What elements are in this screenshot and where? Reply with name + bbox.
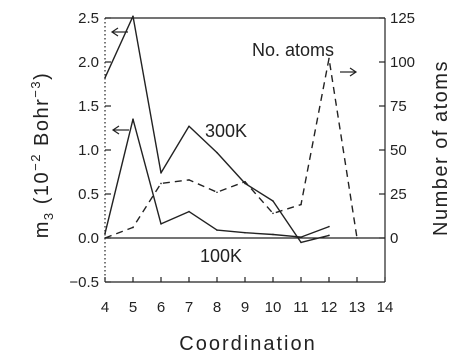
data-point-100k bbox=[160, 223, 162, 225]
data-point-100k bbox=[272, 233, 274, 236]
data-point-no-atoms bbox=[216, 191, 218, 194]
x-tick-label: 9 bbox=[241, 299, 249, 316]
annotation-300k: 300K bbox=[205, 121, 247, 141]
y-left-tick-label: 1.0 bbox=[78, 142, 99, 159]
y-right-tick-label: 125 bbox=[390, 10, 415, 27]
data-point-300k bbox=[188, 125, 190, 128]
x-tick-label: 8 bbox=[213, 299, 221, 316]
data-point-no-atoms bbox=[188, 179, 190, 181]
data-point-300k bbox=[132, 15, 134, 18]
x-tick-label: 14 bbox=[377, 299, 394, 316]
data-point-300k bbox=[272, 200, 274, 202]
data-point-no-atoms bbox=[328, 57, 330, 60]
right-axis-arrow-icon bbox=[340, 67, 358, 77]
data-point-300k bbox=[328, 234, 330, 237]
y-left-tick-label: 0.0 bbox=[78, 230, 99, 247]
y-right-tick-label: 75 bbox=[390, 98, 407, 115]
data-point-no-atoms bbox=[244, 180, 246, 183]
y-right-tick-label: 50 bbox=[390, 142, 407, 159]
x-tick-label: 6 bbox=[157, 299, 165, 316]
x-tick-label: 5 bbox=[129, 299, 137, 316]
data-point-100k bbox=[188, 210, 190, 213]
data-point-no-atoms bbox=[104, 237, 106, 239]
series-line-no-atoms bbox=[104, 57, 358, 239]
y-right-tick-label: 0 bbox=[390, 230, 398, 247]
left-axis-arrow-icon bbox=[111, 125, 129, 135]
x-tick-label: 11 bbox=[293, 299, 309, 316]
x-tick-label: 10 bbox=[265, 299, 282, 316]
data-point-no-atoms bbox=[160, 182, 162, 185]
y-left-tick-label: −0.5 bbox=[69, 274, 99, 291]
annotation-100k: 100K bbox=[200, 246, 242, 266]
data-point-300k bbox=[104, 77, 106, 79]
data-point-100k bbox=[244, 231, 246, 234]
y-axis-title-right: Number of atoms bbox=[430, 60, 452, 236]
x-tick-label: 7 bbox=[185, 299, 193, 316]
data-point-100k bbox=[328, 225, 330, 228]
y-left-tick-label: 1.5 bbox=[78, 98, 99, 115]
x-tick-label: 13 bbox=[349, 299, 366, 316]
y-axis-title-left: m3 (10−2 Bohr−3) bbox=[28, 72, 56, 239]
data-point-no-atoms bbox=[300, 203, 302, 206]
x-axis-title: Coordination bbox=[179, 333, 316, 355]
data-point-100k bbox=[216, 229, 218, 231]
data-point-300k bbox=[216, 151, 218, 154]
y-left-tick-label: 2.5 bbox=[78, 10, 99, 27]
data-point-100k bbox=[132, 118, 134, 120]
x-tick-label: 12 bbox=[321, 299, 338, 316]
data-point-100k bbox=[300, 236, 302, 238]
x-tick-label: 4 bbox=[101, 299, 109, 316]
data-point-no-atoms bbox=[272, 212, 274, 215]
annotation-no-atoms: No. atoms bbox=[252, 40, 334, 60]
y-left-tick-label: 2.0 bbox=[78, 54, 99, 71]
data-point-no-atoms bbox=[356, 237, 358, 239]
data-point-100k bbox=[104, 232, 106, 235]
data-point-300k bbox=[300, 241, 302, 244]
y-right-tick-label: 25 bbox=[390, 186, 407, 203]
y-right-tick-label: 100 bbox=[390, 54, 415, 71]
data-point-no-atoms bbox=[132, 226, 134, 229]
y-left-tick-label: 0.5 bbox=[78, 186, 99, 203]
data-point-300k bbox=[160, 172, 162, 174]
